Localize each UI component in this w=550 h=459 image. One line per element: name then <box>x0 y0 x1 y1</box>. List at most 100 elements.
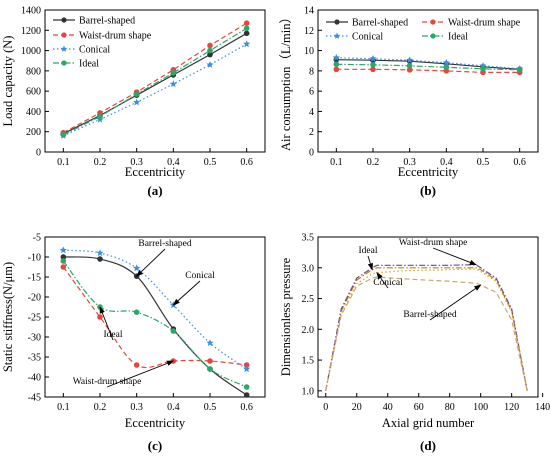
series-line-waist-drum-shape <box>62 266 247 369</box>
annotation-label: Waist-drum shape <box>73 377 142 387</box>
y-tick-label: 1400 <box>21 6 41 17</box>
panel-0: 0.1 0.2 0.3 0.4 0.5 0.6 0 200 400 600 800 1000 1200 1… <box>1 6 266 198</box>
x-tick-label: 140 <box>535 402 550 413</box>
x-tick-label: 0.4 <box>440 157 453 168</box>
series-line-barrel-shaped <box>325 276 528 391</box>
data-point <box>443 64 450 71</box>
data-point <box>207 366 213 372</box>
legend-item: Barrel-shaped <box>326 18 408 29</box>
annotation-label: Ideal <box>104 330 123 340</box>
panel-label: (a) <box>147 183 162 198</box>
legend-marker <box>61 32 67 38</box>
legend-label: Ideal <box>79 59 99 70</box>
data-point <box>406 56 414 64</box>
y-tick-label: 2.0 <box>302 325 315 336</box>
y-tick-label: 4 <box>309 107 314 118</box>
y-tick-label: -35 <box>28 353 41 364</box>
x-tick-label: 0.6 <box>513 157 526 168</box>
series-line-conical <box>325 268 528 391</box>
y-tick-label: 1000 <box>21 46 41 57</box>
panel-2: 0.1 0.2 0.3 0.4 0.5 0.6 -45 -40 -35 -30 -25 -20 -15 -… <box>1 233 266 453</box>
x-axis-label: Eccentricity <box>125 416 186 430</box>
data-point <box>442 58 450 66</box>
y-tick-label: 1200 <box>21 26 41 37</box>
y-tick-label: 6 <box>309 87 314 98</box>
series-line-conical <box>336 57 520 70</box>
x-axis-label: Eccentricity <box>398 165 459 179</box>
annotation-label: Barrel-shaped <box>403 310 457 320</box>
x-tick-label: 0 <box>323 402 328 413</box>
data-point <box>243 30 250 37</box>
x-tick-label: 0.1 <box>57 402 70 413</box>
data-point <box>207 47 213 54</box>
legend-item: Conical <box>326 32 383 43</box>
y-tick-label: 8 <box>309 66 314 77</box>
series-line-ideal <box>62 260 247 388</box>
data-point <box>133 91 140 97</box>
plot-frame <box>317 236 539 398</box>
y-tick-label: 10 <box>304 46 314 57</box>
x-tick-label: 0.1 <box>330 157 343 168</box>
annotation-arrow <box>136 248 166 277</box>
y-tick-label: 12 <box>304 26 314 37</box>
data-point <box>170 328 177 334</box>
plot-frame <box>317 9 539 153</box>
series-line-barrel-shaped <box>63 32 248 135</box>
data-point <box>59 246 67 254</box>
y-axis-label: Load capacity (N) <box>1 36 15 127</box>
legend-label: Conical <box>352 32 383 43</box>
x-tick-label: 0.5 <box>477 157 490 168</box>
x-tick-label: 120 <box>504 402 519 413</box>
legend-marker <box>334 19 340 25</box>
data-point <box>243 365 251 373</box>
series-line-barrel-shaped <box>63 256 248 396</box>
y-tick-label: -25 <box>28 313 41 324</box>
data-point <box>169 80 177 88</box>
data-point <box>207 42 213 49</box>
data-point <box>60 254 67 260</box>
x-tick-label: 20 <box>352 402 362 413</box>
x-tick-label: 0.2 <box>94 157 107 168</box>
data-point <box>133 309 140 316</box>
legend-marker <box>61 17 67 23</box>
y-tick-label: -10 <box>28 253 41 264</box>
data-point <box>133 362 140 368</box>
series-line-waist-drum-shape <box>325 264 528 391</box>
annotation-label: Barrel-shaped <box>138 239 192 249</box>
legend-label: Waist-drum shape <box>79 31 152 42</box>
panel-3: 0 20 40 60 80 100 120 140 1.0 1.5 2.0 2.5 3.0 3.5 Axia… <box>279 233 550 454</box>
data-point <box>60 264 67 270</box>
data-point <box>133 98 141 106</box>
data-point <box>96 249 104 257</box>
y-tick-label: -45 <box>28 393 41 404</box>
x-tick-label: 0.4 <box>167 157 180 168</box>
data-point <box>60 131 67 138</box>
plot-frame <box>44 236 266 398</box>
x-tick-label: 40 <box>383 402 393 413</box>
series-line-ideal <box>325 267 528 391</box>
y-tick-label: 600 <box>26 87 41 98</box>
series-line-waist-drum-shape <box>336 68 520 73</box>
series-line-barrel-shaped <box>336 59 520 70</box>
data-point <box>480 66 486 72</box>
legend-label: Barrel-shaped <box>352 18 408 29</box>
y-tick-label: 14 <box>304 6 314 17</box>
x-tick-label: 100 <box>473 402 488 413</box>
legend-marker <box>430 33 436 39</box>
data-point <box>243 40 251 48</box>
data-point <box>243 20 250 26</box>
data-point <box>243 362 250 368</box>
series-line-conical <box>63 249 248 370</box>
data-point <box>370 61 376 68</box>
annotation-label: Ideal <box>359 246 378 256</box>
data-point <box>60 258 67 264</box>
data-point <box>97 314 103 320</box>
x-tick-label: 60 <box>414 402 424 413</box>
data-point <box>370 66 376 73</box>
annotation-label: Conical <box>185 271 215 281</box>
data-point <box>207 51 213 58</box>
legend-label: Ideal <box>448 32 468 43</box>
data-point <box>332 53 340 61</box>
x-tick-label: 0.3 <box>130 157 143 168</box>
